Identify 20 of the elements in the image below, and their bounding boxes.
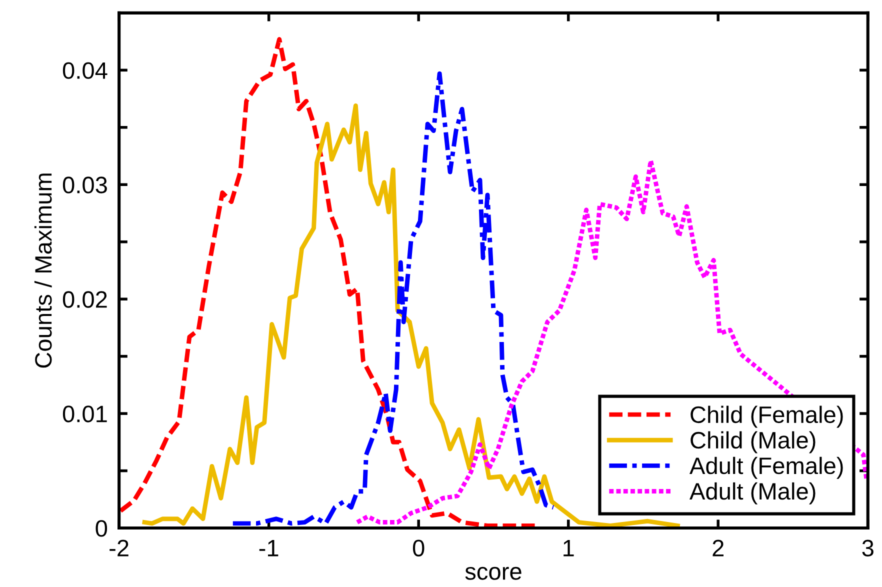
x-tick-label: 0	[412, 540, 424, 556]
line-series	[142, 103, 680, 528]
y-axis-title: Counts / Maximum	[34, 174, 52, 368]
legend-label: Child (Male)	[690, 431, 816, 454]
y-tick-label: 0	[96, 520, 108, 537]
legend-label: Adult (Female)	[690, 456, 843, 479]
x-tick-label: -1	[259, 540, 278, 556]
x-tick-label: 1	[564, 540, 574, 556]
y-tick-label: 0.04	[62, 62, 108, 79]
y-tick-label: 0.01	[62, 406, 107, 422]
legend-label: Child (Female)	[690, 406, 843, 428]
y-tick-label: 0.03	[62, 176, 107, 194]
line-series	[230, 71, 556, 526]
legend-label: Adult (Male)	[690, 482, 816, 504]
line-series	[354, 158, 868, 525]
x-tick-label: 2	[712, 540, 724, 556]
x-tick-label: -2	[110, 540, 128, 556]
x-axis-title: score	[465, 566, 522, 580]
y-tick-label: 0.02	[62, 291, 107, 308]
x-tick-label: 3	[862, 540, 874, 556]
